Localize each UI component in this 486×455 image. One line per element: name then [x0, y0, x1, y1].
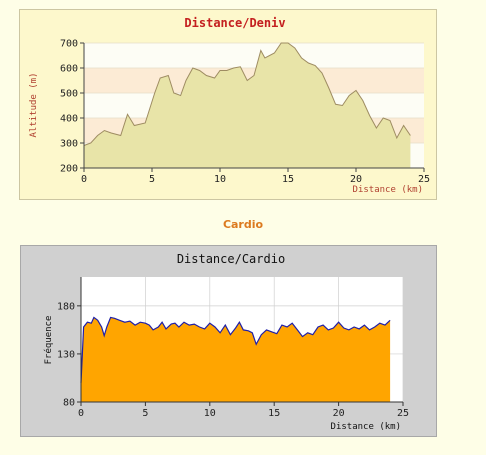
cardio-chart-panel: Distance/Cardio 0 5 10 15 20 25 80 130 180 Distanc… — [20, 245, 437, 437]
cardio-chart: Distance/Cardio 0 5 10 15 20 25 80 130 180 Distanc… — [43, 252, 409, 432]
x-tick-label: 15 — [282, 174, 294, 185]
x-tick-label: 5 — [149, 174, 155, 185]
y-tick-label: 300 — [60, 139, 78, 150]
y-axis-label: Fréquence — [43, 316, 54, 365]
y-tick-label: 200 — [60, 164, 78, 175]
series-line — [83, 42, 411, 146]
x-tick-label: 0 — [78, 408, 84, 419]
x-tick-label: 25 — [397, 408, 409, 419]
section-heading-cardio: Cardio — [222, 218, 264, 231]
x-tick-label: 25 — [418, 174, 430, 185]
x-tick-label: 20 — [350, 174, 362, 185]
altitude-chart-panel: Distance/Deniv 0 5 10 15 20 25 200 300 400 500 600 7… — [19, 9, 437, 200]
series-area — [81, 317, 391, 402]
y-tick-label: 80 — [63, 398, 75, 409]
altitude-chart: Distance/Deniv 0 5 10 15 20 25 200 300 400 500 600 7… — [29, 16, 430, 195]
series-area — [84, 43, 411, 168]
y-tick-label: 400 — [60, 114, 78, 125]
y-axis-label: Altitude (m) — [29, 72, 39, 137]
grid-band — [84, 43, 424, 68]
y-tick-label: 180 — [57, 301, 75, 312]
chart-title: Distance/Deniv — [184, 16, 285, 30]
x-tick-label: 0 — [81, 174, 87, 185]
x-axis-label: Distance (km) — [353, 185, 423, 195]
y-tick-label: 700 — [60, 39, 78, 50]
x-tick-label: 5 — [142, 408, 148, 419]
x-tick-label: 20 — [333, 408, 345, 419]
y-tick-label: 600 — [60, 64, 78, 75]
chart-title: Distance/Cardio — [177, 252, 285, 266]
x-tick-label: 10 — [204, 408, 216, 419]
y-tick-label: 500 — [60, 89, 78, 100]
x-axis-label: Distance (km) — [331, 422, 401, 432]
x-tick-label: 10 — [214, 174, 226, 185]
x-tick-label: 15 — [268, 408, 280, 419]
y-tick-label: 130 — [57, 349, 75, 360]
